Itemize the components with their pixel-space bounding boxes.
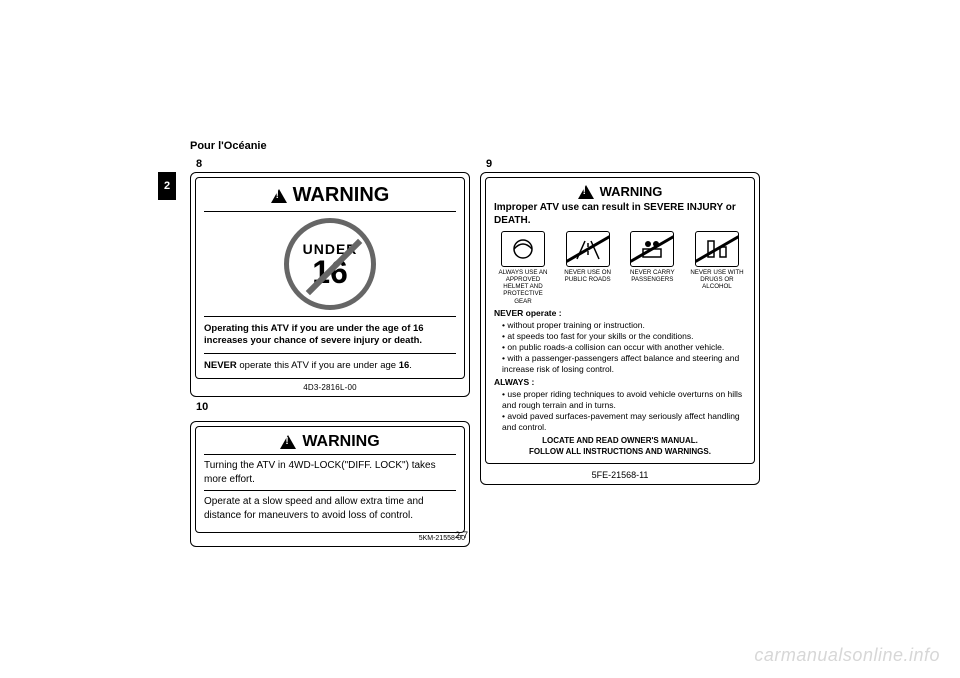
passenger-icon [630,231,674,267]
warning-label-10: WARNING Turning the ATV in 4WD-LOCK("DIF… [190,421,470,547]
warning-text: WARNING [302,433,379,451]
label8-paragraph-1: Operating this ATV if you are under the … [204,316,456,347]
list-item: without proper training or instruction. [502,320,746,331]
road-icon [566,231,610,267]
label8-code: 4D3-2816L-00 [195,383,465,392]
list-item: on public roads-a collision can occur wi… [502,342,746,353]
icon-caption: NEVER CARRY PASSENGERS [623,269,681,283]
never-heading: NEVER operate : [494,308,746,319]
label-number-8: 8 [196,158,470,170]
never-list: without proper training or instruction. … [494,320,746,375]
label-number-9: 9 [486,158,760,170]
warning-text: WARNING [293,184,390,207]
drugs-icon [695,231,739,267]
warning-text: WARNING [600,184,663,199]
page-number: 2-7 [455,530,468,540]
warning-header: WARNING [494,184,746,199]
always-list: use proper riding techniques to avoid ve… [494,389,746,433]
label9-subheading: Improper ATV use can result in SEVERE IN… [494,202,746,227]
icon-caption: NEVER USE WITH DRUGS OR ALCOHOL [688,269,746,290]
list-item: use proper riding techniques to avoid ve… [502,389,746,411]
under-age: 16 [289,257,371,287]
section-heading: Pour l'Océanie [190,140,770,152]
warning-label-9: WARNING Improper ATV use can result in S… [480,172,760,485]
watermark: carmanualsonline.info [754,645,940,666]
always-heading: ALWAYS : [494,377,746,388]
warning-triangle-icon [578,185,594,199]
label9-code: 5FE-21568-11 [485,470,755,480]
list-item: with a passenger-passengers affect balan… [502,353,746,375]
icon-caption: ALWAYS USE AN APPROVED HELMET AND PROTEC… [494,269,552,305]
label-number-10: 10 [196,401,470,413]
chapter-tab: 2 [158,172,176,200]
page-content: Pour l'Océanie 8 WARNING UNDER 16 [190,140,770,547]
label10-line-1: Turning the ATV in 4WD-LOCK("DIFF. LOCK"… [204,459,456,490]
label9-footer-2: FOLLOW ALL INSTRUCTIONS AND WARNINGS. [494,447,746,457]
warning-header: WARNING [204,184,456,212]
warning-triangle-icon [280,435,296,449]
label10-line-2: Operate at a slow speed and allow extra … [204,490,456,526]
list-item: at speeds too fast for your skills or th… [502,331,746,342]
warning-label-8: WARNING UNDER 16 Operating this ATV if y… [190,172,470,397]
warning-triangle-icon [271,189,287,203]
icon-caption: NEVER USE ON PUBLIC ROADS [559,269,617,283]
helmet-icon [501,231,545,267]
label9-list: NEVER operate : without proper training … [494,308,746,457]
label8-paragraph-2: NEVER operate this ATV if you are under … [204,353,456,372]
under-16-prohibit-icon: UNDER 16 [284,218,376,310]
list-item: avoid paved surfaces-pavement may seriou… [502,411,746,433]
warning-header: WARNING [204,433,456,455]
label10-code: 5KM-21558-00 [195,535,465,542]
label9-icon-row: ALWAYS USE AN APPROVED HELMET AND PROTEC… [494,231,746,305]
label9-footer-1: LOCATE AND READ OWNER'S MANUAL. [494,436,746,446]
